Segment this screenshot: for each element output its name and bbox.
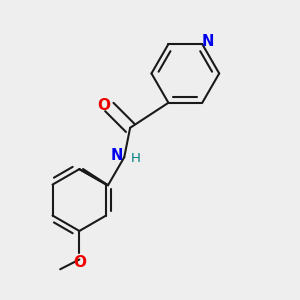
Text: H: H xyxy=(131,152,141,165)
Text: N: N xyxy=(111,148,123,163)
Text: N: N xyxy=(201,34,214,49)
Text: O: O xyxy=(74,255,86,270)
Text: O: O xyxy=(98,98,110,113)
